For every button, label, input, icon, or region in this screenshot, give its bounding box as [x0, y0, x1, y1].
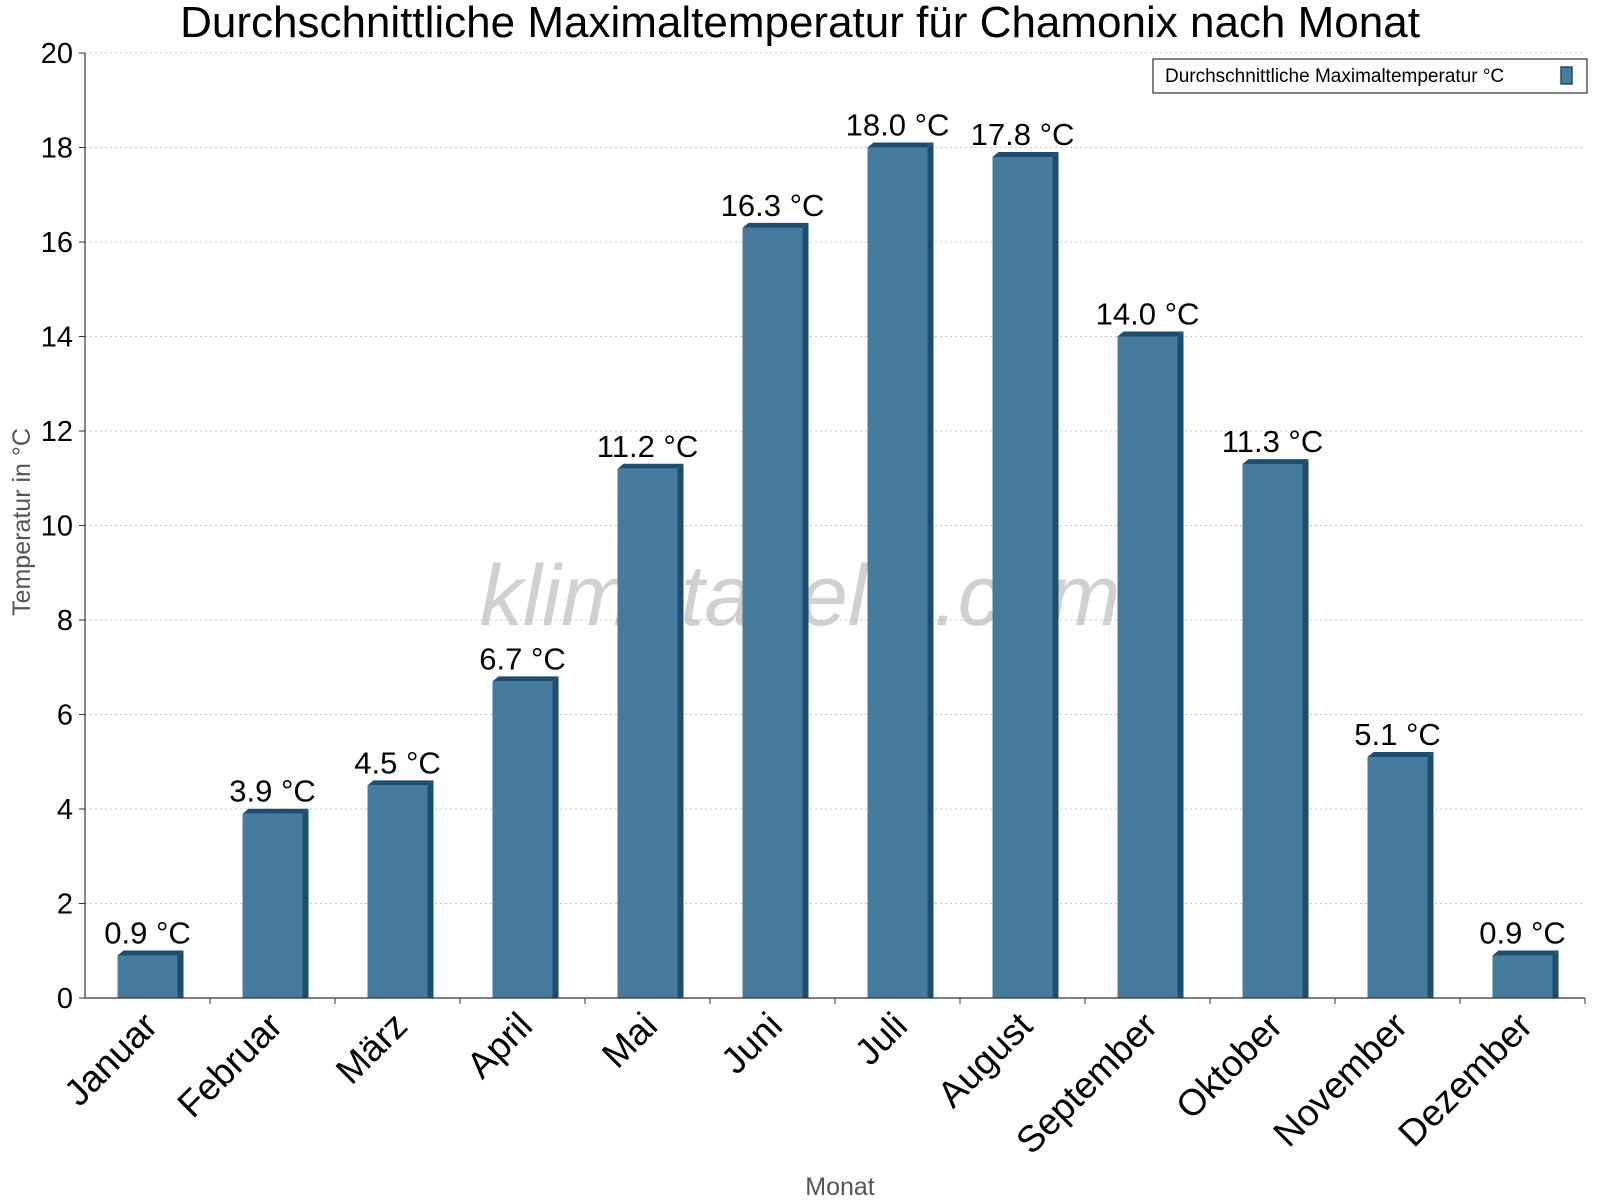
- chart-title: Durchschnittliche Maximaltemperatur für …: [180, 0, 1420, 47]
- x-tick-label: Mai: [594, 1005, 665, 1076]
- value-label: 16.3 °C: [721, 188, 825, 223]
- value-label: 3.9 °C: [229, 774, 316, 809]
- bar: [117, 955, 178, 998]
- y-tick-label: 12: [41, 416, 73, 448]
- bar-top: [867, 142, 934, 148]
- y-tick-label: 20: [41, 38, 73, 70]
- bar-top: [617, 463, 684, 469]
- legend: Durchschnittliche Maximaltemperatur °C: [1152, 58, 1588, 94]
- bar-top: [492, 676, 559, 682]
- x-tick-label: Februar: [170, 1005, 291, 1126]
- value-label: 17.8 °C: [971, 117, 1075, 152]
- value-label: 0.9 °C: [104, 915, 191, 950]
- x-axis-label: Monat: [805, 1173, 875, 1200]
- y-tick-label: 4: [57, 794, 73, 826]
- y-tick-label: 18: [41, 133, 73, 165]
- bar: [1242, 464, 1303, 998]
- x-tick-label: August: [930, 1004, 1041, 1115]
- bar-top: [1492, 950, 1559, 956]
- bar-side: [552, 676, 559, 998]
- bar-side: [1427, 752, 1434, 998]
- bar: [492, 681, 553, 998]
- bar-top: [992, 151, 1059, 157]
- legend-box: [1152, 58, 1588, 94]
- x-tick-label: Dezember: [1390, 1005, 1540, 1155]
- x-tick-label: Oktober: [1168, 1005, 1290, 1127]
- bar-side: [927, 142, 934, 998]
- bar-side: [1177, 331, 1184, 998]
- bar: [1367, 757, 1428, 998]
- bar: [617, 468, 678, 998]
- bar: [1117, 336, 1178, 998]
- y-tick-label: 16: [41, 227, 73, 259]
- x-tick-label: März: [328, 1005, 415, 1092]
- y-tick-label: 14: [41, 322, 73, 354]
- bar-side: [1052, 151, 1059, 998]
- bar-side: [677, 463, 684, 998]
- bar-side: [302, 808, 309, 998]
- bar-top: [1117, 331, 1184, 337]
- y-tick-label: 6: [57, 700, 73, 732]
- bar: [992, 156, 1053, 998]
- y-tick-label: 10: [41, 511, 73, 543]
- legend-swatch: [1560, 66, 1573, 85]
- value-label: 18.0 °C: [846, 108, 950, 143]
- x-tick-label: Januar: [56, 1005, 165, 1114]
- grid-lines: [85, 52, 1585, 904]
- value-label: 0.9 °C: [1479, 915, 1566, 950]
- bar-side: [1302, 459, 1309, 998]
- y-tick-label: 0: [57, 983, 73, 1015]
- bar-side: [802, 222, 809, 998]
- x-tick-label: November: [1265, 1005, 1415, 1155]
- bar: [742, 227, 803, 998]
- y-axis-label: Temperatur in °C: [8, 428, 36, 616]
- bar: [867, 147, 928, 998]
- value-label: 4.5 °C: [354, 745, 441, 780]
- bar: [1492, 955, 1553, 998]
- y-tick-label: 2: [57, 889, 73, 921]
- x-tick-label: Juni: [713, 1005, 790, 1082]
- x-tick-label: April: [459, 1005, 540, 1086]
- bar-top: [242, 808, 309, 814]
- bar-top: [1367, 752, 1434, 758]
- legend-label: Durchschnittliche Maximaltemperatur °C: [1165, 66, 1504, 87]
- value-label: 11.2 °C: [597, 429, 698, 464]
- value-label: 11.3 °C: [1222, 424, 1323, 459]
- bar-top: [1242, 459, 1309, 465]
- bar: [242, 813, 303, 998]
- bar-top: [117, 950, 184, 956]
- value-label: 14.0 °C: [1096, 297, 1200, 332]
- bar-top: [742, 222, 809, 228]
- bar-top: [367, 780, 434, 786]
- bar-side: [427, 780, 434, 998]
- bar: [367, 785, 428, 998]
- value-label: 6.7 °C: [479, 641, 566, 676]
- value-label: 5.1 °C: [1354, 717, 1441, 752]
- bar-side: [177, 950, 184, 998]
- value-labels: 0.9 °C 3.9 °C 4.5 °C 6.7 °C 11.2 °C 16.3 °C 18…: [104, 108, 1566, 951]
- y-tick-label: 8: [57, 605, 73, 637]
- bars: [117, 142, 1559, 998]
- x-tick-label: Juli: [847, 1005, 915, 1073]
- bar-side: [1552, 950, 1559, 998]
